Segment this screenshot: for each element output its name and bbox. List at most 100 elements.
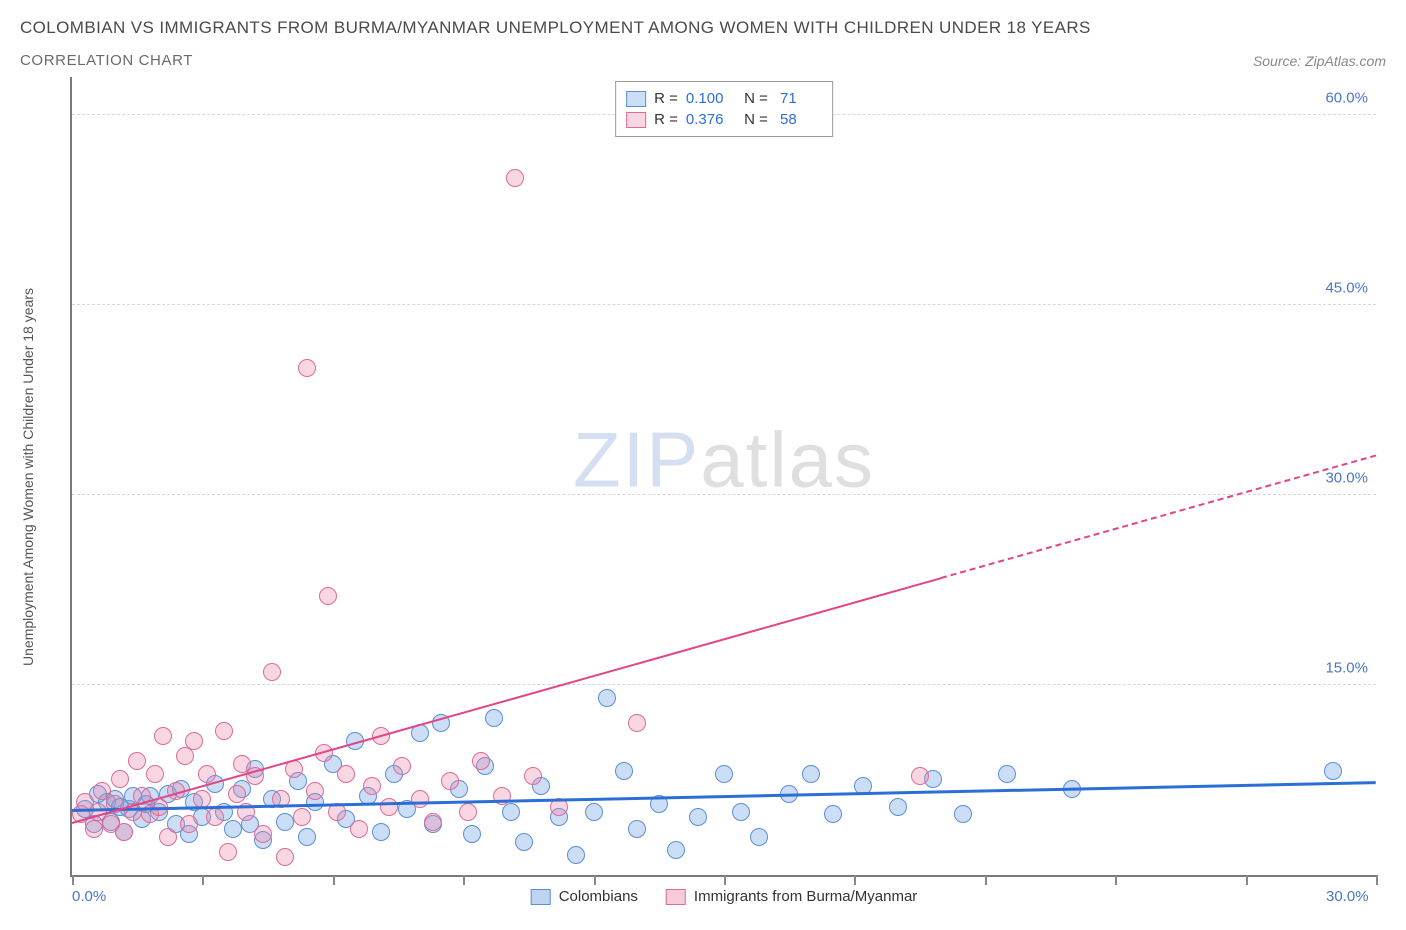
data-point: [372, 823, 390, 841]
data-point: [441, 772, 459, 790]
stats-legend: R =0.100 N = 71R =0.376 N = 58: [615, 81, 833, 137]
data-point: [254, 825, 272, 843]
data-point: [228, 785, 246, 803]
data-point: [824, 805, 842, 823]
data-point: [350, 820, 368, 838]
data-point: [998, 765, 1016, 783]
data-point: [180, 815, 198, 833]
data-point: [515, 833, 533, 851]
data-point: [276, 848, 294, 866]
plot-area: ZIPatlas R =0.100 N = 71R =0.376 N = 58 …: [70, 77, 1376, 877]
data-point: [750, 828, 768, 846]
data-point: [115, 823, 133, 841]
gridline: [72, 494, 1376, 495]
data-point: [185, 732, 203, 750]
data-point: [411, 790, 429, 808]
data-point: [615, 762, 633, 780]
data-point: [598, 689, 616, 707]
stat-n-label: N =: [740, 90, 768, 107]
legend-swatch: [666, 889, 686, 905]
stats-row: R =0.100 N = 71: [626, 88, 822, 109]
legend-swatch: [626, 91, 646, 107]
data-point: [567, 846, 585, 864]
legend-swatch: [531, 889, 551, 905]
data-point: [585, 803, 603, 821]
data-point: [628, 820, 646, 838]
x-tick: [1115, 875, 1117, 885]
data-point: [463, 825, 481, 843]
y-tick-label: 15.0%: [1325, 660, 1368, 677]
y-tick-label: 60.0%: [1325, 90, 1368, 107]
x-tick: [724, 875, 726, 885]
x-tick: [854, 875, 856, 885]
stats-row: R = 0.376 N = 58: [626, 109, 822, 130]
legend-label: Immigrants from Burma/Myanmar: [694, 888, 917, 905]
x-axis-label: 30.0%: [1326, 888, 1369, 905]
data-point: [298, 828, 316, 846]
watermark: ZIPatlas: [573, 415, 875, 506]
data-point: [306, 782, 324, 800]
data-point: [337, 765, 355, 783]
data-point: [715, 765, 733, 783]
data-point: [393, 757, 411, 775]
data-point: [689, 808, 707, 826]
data-point: [502, 803, 520, 821]
data-point: [1324, 762, 1342, 780]
data-point: [732, 803, 750, 821]
data-point: [911, 767, 929, 785]
gridline: [72, 684, 1376, 685]
data-point: [263, 663, 281, 681]
source-credit: Source: ZipAtlas.com: [1253, 53, 1386, 69]
x-tick: [985, 875, 987, 885]
data-point: [85, 820, 103, 838]
legend-swatch: [626, 112, 646, 128]
data-point: [802, 765, 820, 783]
x-axis-label: 0.0%: [72, 888, 106, 905]
data-point: [506, 169, 524, 187]
data-point: [667, 841, 685, 859]
data-point: [485, 709, 503, 727]
data-point: [206, 808, 224, 826]
data-point: [293, 808, 311, 826]
x-tick: [1246, 875, 1248, 885]
data-point: [380, 798, 398, 816]
data-point: [128, 752, 146, 770]
data-point: [424, 813, 442, 831]
data-point: [363, 777, 381, 795]
data-point: [111, 770, 129, 788]
trend-line: [941, 455, 1376, 579]
stat-n-value: 58: [776, 111, 822, 128]
x-tick: [202, 875, 204, 885]
data-point: [146, 765, 164, 783]
data-point: [459, 803, 477, 821]
data-point: [154, 727, 172, 745]
page-subtitle: CORRELATION CHART: [20, 52, 1091, 69]
stat-n-label: N =: [740, 111, 768, 128]
trend-line: [72, 577, 942, 824]
data-point: [889, 798, 907, 816]
data-point: [215, 722, 233, 740]
legend-item: Immigrants from Burma/Myanmar: [666, 888, 917, 905]
data-point: [298, 359, 316, 377]
x-tick: [1376, 875, 1378, 885]
gridline: [72, 304, 1376, 305]
data-point: [954, 805, 972, 823]
correlation-chart: Unemployment Among Women with Children U…: [20, 77, 1386, 877]
data-point: [159, 828, 177, 846]
stat-r-label: R =: [654, 111, 678, 128]
data-point: [472, 752, 490, 770]
y-tick-label: 45.0%: [1325, 280, 1368, 297]
x-tick: [463, 875, 465, 885]
legend-label: Colombians: [559, 888, 638, 905]
data-point: [524, 767, 542, 785]
stat-n-value: 71: [776, 90, 822, 107]
stat-r-label: R =: [654, 90, 678, 107]
stat-r-value: 0.376: [686, 111, 732, 128]
data-point: [219, 843, 237, 861]
data-point: [198, 765, 216, 783]
x-tick: [594, 875, 596, 885]
page-title: COLOMBIAN VS IMMIGRANTS FROM BURMA/MYANM…: [20, 18, 1091, 38]
y-axis-label: Unemployment Among Women with Children U…: [20, 288, 36, 666]
y-tick-label: 30.0%: [1325, 470, 1368, 487]
data-point: [628, 714, 646, 732]
